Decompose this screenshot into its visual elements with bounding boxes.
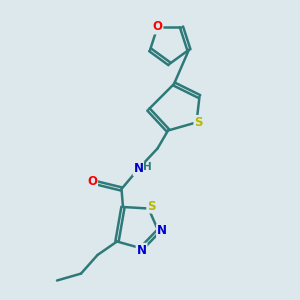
Text: N: N xyxy=(136,244,147,257)
Text: O: O xyxy=(87,175,97,188)
Text: N: N xyxy=(157,224,167,238)
Text: O: O xyxy=(152,20,163,34)
Text: N: N xyxy=(134,162,144,175)
Text: S: S xyxy=(147,200,156,213)
Text: H: H xyxy=(143,162,152,172)
Text: S: S xyxy=(194,116,203,129)
